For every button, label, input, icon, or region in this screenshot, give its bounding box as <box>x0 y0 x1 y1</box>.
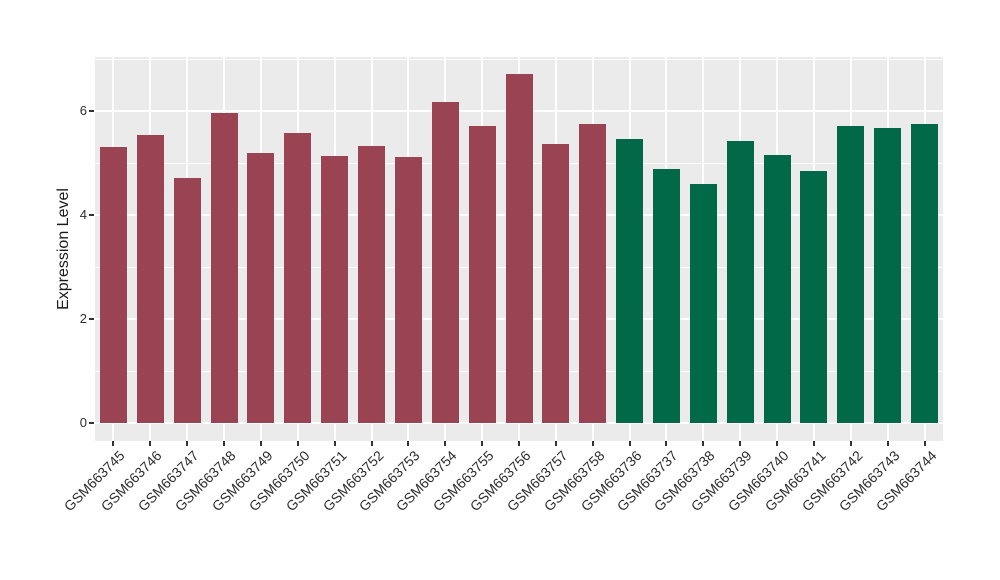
y-tick-mark <box>89 422 94 424</box>
x-tick-mark <box>149 441 152 446</box>
bar-GSM663756 <box>505 74 533 423</box>
bar-GSM663755 <box>468 125 496 423</box>
bar-GSM663739 <box>726 141 754 423</box>
bar-GSM663757 <box>542 144 570 423</box>
x-tick-mark <box>849 441 852 446</box>
x-tick-mark <box>923 441 926 446</box>
y-tick-label: 6 <box>79 102 87 118</box>
y-tick-mark <box>89 213 94 216</box>
bar-GSM663737 <box>652 168 680 423</box>
y-tick-mark <box>89 317 94 320</box>
bar-GSM663740 <box>763 155 791 423</box>
y-tick-label: 4 <box>79 206 87 222</box>
bar-GSM663758 <box>579 124 607 423</box>
bar-GSM663744 <box>911 123 939 423</box>
y-tick-label: 0 <box>79 415 87 430</box>
x-tick-mark <box>481 441 484 446</box>
x-tick-mark <box>591 441 594 446</box>
bar-GSM663745 <box>99 147 127 423</box>
x-tick-mark <box>370 441 373 446</box>
x-tick-mark <box>628 441 631 446</box>
x-tick-mark <box>518 441 520 446</box>
x-tick-mark <box>554 441 557 446</box>
bar-GSM663738 <box>689 184 717 423</box>
bar-GSM663746 <box>136 135 164 423</box>
bar-GSM663750 <box>284 133 312 423</box>
x-tick-mark <box>223 441 226 446</box>
bar-GSM663736 <box>616 139 644 423</box>
y-axis-title: Expression Level <box>55 188 72 310</box>
major-gridline <box>95 422 943 424</box>
x-tick-mark <box>407 441 410 446</box>
x-tick-mark <box>296 441 299 446</box>
minor-gridline <box>95 58 943 60</box>
bar-GSM663748 <box>210 112 238 423</box>
x-tick-mark <box>812 441 815 446</box>
bar-GSM663741 <box>800 171 828 423</box>
x-tick-mark <box>333 441 336 446</box>
bar-GSM663749 <box>247 153 275 423</box>
bar-GSM663752 <box>358 146 386 423</box>
x-tick-mark <box>259 441 262 446</box>
x-tick-mark <box>444 441 447 446</box>
bar-GSM663742 <box>837 125 865 423</box>
x-tick-mark <box>776 441 779 446</box>
x-tick-mark <box>702 441 705 446</box>
y-tick-label: 2 <box>79 310 87 326</box>
bar-GSM663743 <box>874 128 902 423</box>
bar-GSM663751 <box>321 155 349 423</box>
x-tick-mark <box>186 441 189 446</box>
plot-panel <box>95 57 943 441</box>
x-tick-mark <box>665 441 668 446</box>
x-tick-mark <box>112 441 115 446</box>
bar-GSM663747 <box>173 177 201 423</box>
x-tick-mark <box>886 441 889 446</box>
y-tick-mark <box>89 109 94 112</box>
bar-GSM663753 <box>394 157 422 423</box>
x-tick-mark <box>739 441 742 446</box>
bar-GSM663754 <box>431 102 459 423</box>
